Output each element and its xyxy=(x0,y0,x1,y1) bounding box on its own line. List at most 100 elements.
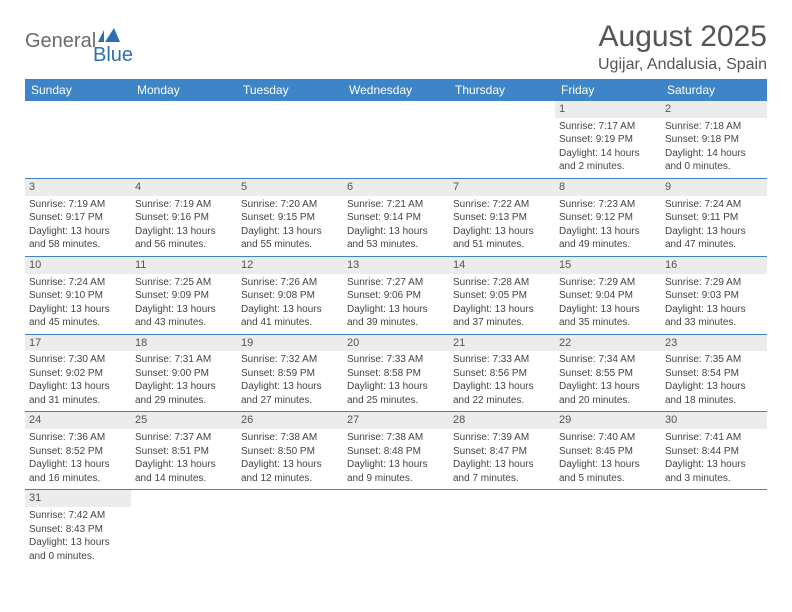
day-info: Sunrise: 7:31 AMSunset: 9:00 PMDaylight:… xyxy=(135,353,233,407)
calendar-empty-cell xyxy=(449,490,555,567)
calendar-day-cell: 12 Sunrise: 7:26 AMSunset: 9:08 PMDayligh… xyxy=(237,256,343,334)
calendar-day-cell: 4Sunrise: 7:19 AMSunset: 9:16 PMDaylight… xyxy=(131,178,237,256)
day-info: Sunrise: 7:33 AMSunset: 8:58 PMDaylight:… xyxy=(347,353,445,407)
calendar-day-cell: 5 Sunrise: 7:20 AMSunset: 9:15 PMDaylight… xyxy=(237,178,343,256)
day-number: 22 xyxy=(555,335,661,352)
day-info: Sunrise: 7:28 AMSunset: 9:05 PMDaylight:… xyxy=(453,276,551,330)
calendar-week-row: 1Sunrise: 7:17 AMSunset: 9:19 PMDaylight… xyxy=(25,101,767,178)
calendar-empty-cell xyxy=(449,101,555,178)
day-info: Sunrise: 7:42 AMSunset: 8:43 PMDaylight:… xyxy=(29,509,127,563)
title-block: August 2025 Ugijar, Andalusia, Spain xyxy=(598,20,767,74)
calendar-day-cell: 1Sunrise: 7:17 AMSunset: 9:19 PMDaylight… xyxy=(555,101,661,178)
day-info: Sunrise: 7:20 AMSunset: 9:15 PMDaylight:… xyxy=(241,198,339,252)
day-number: 9 xyxy=(661,179,767,196)
calendar-empty-cell xyxy=(661,490,767,567)
logo-flag-icon xyxy=(98,28,120,44)
day-info: Sunrise: 7:18 AMSunset: 9:18 PMDaylight:… xyxy=(665,120,763,174)
calendar-day-cell: 19Sunrise: 7:32 AMSunset: 8:59 PMDayligh… xyxy=(237,334,343,412)
calendar-day-cell: 30 Sunrise: 7:41 AMSunset: 8:44 PMDayligh… xyxy=(661,412,767,490)
day-info: Sunrise: 7:32 AMSunset: 8:59 PMDaylight:… xyxy=(241,353,339,407)
day-info: Sunrise: 7:29 AMSunset: 9:03 PMDaylight:… xyxy=(665,276,763,330)
header: General August 2025 Ugijar, Andalusia, S… xyxy=(25,20,767,74)
day-number: 13 xyxy=(343,257,449,274)
day-info: Sunrise: 7:34 AMSunset: 8:55 PMDaylight:… xyxy=(559,353,657,407)
day-number: 26 xyxy=(237,412,343,429)
day-number: 3 xyxy=(25,179,131,196)
day-number: 27 xyxy=(343,412,449,429)
day-number: 1 xyxy=(555,101,661,118)
calendar-empty-cell xyxy=(237,101,343,178)
calendar-day-cell: 29 Sunrise: 7:40 AMSunset: 8:45 PMDayligh… xyxy=(555,412,661,490)
calendar-day-cell: 10 Sunrise: 7:24 AMSunset: 9:10 PMDayligh… xyxy=(25,256,131,334)
calendar-day-cell: 17Sunrise: 7:30 AMSunset: 9:02 PMDayligh… xyxy=(25,334,131,412)
calendar-day-cell: 18Sunrise: 7:31 AMSunset: 9:00 PMDayligh… xyxy=(131,334,237,412)
calendar-day-cell: 9 Sunrise: 7:24 AMSunset: 9:11 PMDaylight… xyxy=(661,178,767,256)
calendar-day-cell: 25 Sunrise: 7:37 AMSunset: 8:51 PMDayligh… xyxy=(131,412,237,490)
calendar-day-cell: 7Sunrise: 7:22 AMSunset: 9:13 PMDaylight… xyxy=(449,178,555,256)
calendar-empty-cell xyxy=(131,490,237,567)
day-info: Sunrise: 7:24 AMSunset: 9:11 PMDaylight:… xyxy=(665,198,763,252)
calendar-day-cell: 28 Sunrise: 7:39 AMSunset: 8:47 PMDayligh… xyxy=(449,412,555,490)
day-number: 24 xyxy=(25,412,131,429)
day-number: 5 xyxy=(237,179,343,196)
calendar-day-cell: 13 Sunrise: 7:27 AMSunset: 9:06 PMDayligh… xyxy=(343,256,449,334)
day-number: 28 xyxy=(449,412,555,429)
calendar-table: SundayMondayTuesdayWednesdayThursdayFrid… xyxy=(25,79,767,567)
day-number: 6 xyxy=(343,179,449,196)
calendar-empty-cell xyxy=(343,490,449,567)
calendar-day-cell: 11 Sunrise: 7:25 AMSunset: 9:09 PMDayligh… xyxy=(131,256,237,334)
day-info: Sunrise: 7:39 AMSunset: 8:47 PMDaylight:… xyxy=(453,431,551,485)
day-number: 14 xyxy=(449,257,555,274)
day-info: Sunrise: 7:19 AMSunset: 9:17 PMDaylight:… xyxy=(29,198,127,252)
calendar-day-cell: 14 Sunrise: 7:28 AMSunset: 9:05 PMDayligh… xyxy=(449,256,555,334)
day-number: 29 xyxy=(555,412,661,429)
calendar-day-cell: 3 Sunrise: 7:19 AMSunset: 9:17 PMDaylight… xyxy=(25,178,131,256)
calendar-week-row: 31Sunrise: 7:42 AMSunset: 8:43 PMDayligh… xyxy=(25,490,767,567)
day-info: Sunrise: 7:24 AMSunset: 9:10 PMDaylight:… xyxy=(29,276,127,330)
day-info: Sunrise: 7:41 AMSunset: 8:44 PMDaylight:… xyxy=(665,431,763,485)
day-number: 25 xyxy=(131,412,237,429)
day-number: 15 xyxy=(555,257,661,274)
day-info: Sunrise: 7:29 AMSunset: 9:04 PMDaylight:… xyxy=(559,276,657,330)
day-info: Sunrise: 7:37 AMSunset: 8:51 PMDaylight:… xyxy=(135,431,233,485)
calendar-empty-cell xyxy=(131,101,237,178)
day-number: 18 xyxy=(131,335,237,352)
day-info: Sunrise: 7:25 AMSunset: 9:09 PMDaylight:… xyxy=(135,276,233,330)
day-info: Sunrise: 7:23 AMSunset: 9:12 PMDaylight:… xyxy=(559,198,657,252)
calendar-day-cell: 2Sunrise: 7:18 AMSunset: 9:18 PMDaylight… xyxy=(661,101,767,178)
calendar-day-cell: 21Sunrise: 7:33 AMSunset: 8:56 PMDayligh… xyxy=(449,334,555,412)
day-info: Sunrise: 7:26 AMSunset: 9:08 PMDaylight:… xyxy=(241,276,339,330)
day-number: 17 xyxy=(25,335,131,352)
calendar-day-cell: 26 Sunrise: 7:38 AMSunset: 8:50 PMDayligh… xyxy=(237,412,343,490)
day-number: 20 xyxy=(343,335,449,352)
day-info: Sunrise: 7:33 AMSunset: 8:56 PMDaylight:… xyxy=(453,353,551,407)
day-number: 7 xyxy=(449,179,555,196)
calendar-day-cell: 16Sunrise: 7:29 AMSunset: 9:03 PMDayligh… xyxy=(661,256,767,334)
day-number: 30 xyxy=(661,412,767,429)
day-number: 11 xyxy=(131,257,237,274)
day-number: 10 xyxy=(25,257,131,274)
day-info: Sunrise: 7:38 AMSunset: 8:50 PMDaylight:… xyxy=(241,431,339,485)
calendar-empty-cell xyxy=(343,101,449,178)
calendar-week-row: 24 Sunrise: 7:36 AMSunset: 8:52 PMDayligh… xyxy=(25,412,767,490)
day-number: 8 xyxy=(555,179,661,196)
calendar-day-cell: 23Sunrise: 7:35 AMSunset: 8:54 PMDayligh… xyxy=(661,334,767,412)
calendar-day-cell: 24 Sunrise: 7:36 AMSunset: 8:52 PMDayligh… xyxy=(25,412,131,490)
calendar-empty-cell xyxy=(237,490,343,567)
calendar-empty-cell xyxy=(25,101,131,178)
day-info: Sunrise: 7:30 AMSunset: 9:02 PMDaylight:… xyxy=(29,353,127,407)
day-number: 23 xyxy=(661,335,767,352)
month-title: August 2025 xyxy=(598,20,767,54)
day-info: Sunrise: 7:40 AMSunset: 8:45 PMDaylight:… xyxy=(559,431,657,485)
day-info: Sunrise: 7:21 AMSunset: 9:14 PMDaylight:… xyxy=(347,198,445,252)
day-info: Sunrise: 7:27 AMSunset: 9:06 PMDaylight:… xyxy=(347,276,445,330)
calendar-day-cell: 27 Sunrise: 7:38 AMSunset: 8:48 PMDayligh… xyxy=(343,412,449,490)
calendar-day-cell: 15 Sunrise: 7:29 AMSunset: 9:04 PMDayligh… xyxy=(555,256,661,334)
calendar-empty-cell xyxy=(555,490,661,567)
calendar-day-cell: 31Sunrise: 7:42 AMSunset: 8:43 PMDayligh… xyxy=(25,490,131,567)
day-number: 12 xyxy=(237,257,343,274)
day-info: Sunrise: 7:36 AMSunset: 8:52 PMDaylight:… xyxy=(29,431,127,485)
day-info: Sunrise: 7:38 AMSunset: 8:48 PMDaylight:… xyxy=(347,431,445,485)
day-number: 19 xyxy=(237,335,343,352)
day-number: 4 xyxy=(131,179,237,196)
